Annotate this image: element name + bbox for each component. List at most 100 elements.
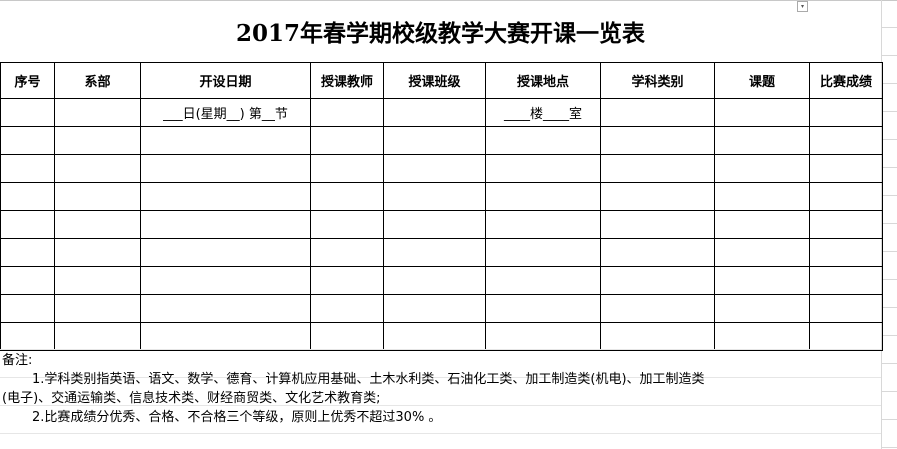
cell[interactable]	[0, 182, 55, 211]
cell[interactable]	[54, 126, 141, 155]
cell[interactable]	[600, 266, 715, 295]
cell[interactable]	[310, 154, 384, 183]
cell[interactable]	[383, 210, 486, 239]
cell[interactable]	[140, 294, 311, 323]
cell[interactable]	[54, 182, 141, 211]
cell[interactable]	[600, 154, 715, 183]
cell[interactable]	[54, 322, 141, 351]
cell[interactable]	[809, 210, 883, 239]
cell[interactable]	[54, 98, 141, 127]
cell[interactable]	[54, 210, 141, 239]
cell[interactable]	[485, 126, 601, 155]
cell[interactable]	[714, 126, 810, 155]
cell[interactable]	[485, 322, 601, 351]
cell[interactable]	[600, 294, 715, 323]
cell[interactable]	[310, 210, 384, 239]
cell[interactable]	[600, 238, 715, 267]
table-row	[0, 182, 883, 211]
cell[interactable]	[310, 294, 384, 323]
cell[interactable]	[600, 322, 715, 351]
header-cell[interactable]: 比赛成绩	[809, 62, 883, 99]
cell[interactable]	[485, 238, 601, 267]
cell[interactable]	[809, 98, 883, 127]
cell[interactable]	[140, 154, 311, 183]
cell[interactable]	[54, 266, 141, 295]
cell[interactable]	[383, 238, 486, 267]
cell[interactable]	[714, 266, 810, 295]
header-cell[interactable]: 授课教师	[310, 62, 384, 99]
cell[interactable]	[809, 126, 883, 155]
cell[interactable]	[0, 98, 55, 127]
cell[interactable]	[383, 154, 486, 183]
cell[interactable]	[140, 322, 311, 351]
header-cell[interactable]: 授课地点	[485, 62, 601, 99]
cell[interactable]	[140, 182, 311, 211]
cell[interactable]	[600, 182, 715, 211]
cell[interactable]	[809, 322, 883, 351]
cell[interactable]	[383, 98, 486, 127]
cell[interactable]	[485, 266, 601, 295]
cell[interactable]	[383, 322, 486, 351]
date-cell[interactable]: ___日(星期__) 第__节	[140, 98, 311, 127]
cell[interactable]	[383, 266, 486, 295]
cell[interactable]	[0, 210, 55, 239]
cell[interactable]	[0, 154, 55, 183]
cell[interactable]	[714, 182, 810, 211]
cell[interactable]	[714, 210, 810, 239]
header-row: 序号 系部 开设日期 授课教师 授课班级 授课地点 学科类别 课题 比赛成绩	[0, 62, 883, 99]
cell[interactable]	[485, 182, 601, 211]
cell[interactable]	[310, 182, 384, 211]
table-row	[0, 322, 883, 351]
cell[interactable]	[54, 294, 141, 323]
header-cell[interactable]: 系部	[54, 62, 141, 99]
header-cell[interactable]: 课题	[714, 62, 810, 99]
cell[interactable]	[485, 294, 601, 323]
cell[interactable]	[485, 210, 601, 239]
cell[interactable]	[714, 294, 810, 323]
cell[interactable]	[809, 238, 883, 267]
table-row	[0, 294, 883, 323]
cell[interactable]	[600, 210, 715, 239]
cell[interactable]	[600, 126, 715, 155]
cell[interactable]	[383, 294, 486, 323]
cell[interactable]	[809, 266, 883, 295]
cell[interactable]	[54, 154, 141, 183]
cell[interactable]	[809, 294, 883, 323]
cell[interactable]	[54, 238, 141, 267]
cell[interactable]	[0, 238, 55, 267]
cell[interactable]	[310, 98, 384, 127]
location-cell[interactable]: ____楼____室	[485, 98, 601, 127]
note-1-continued: (电子)、交通运输类、信息技术类、财经商贸类、文化艺术教育类;	[2, 391, 381, 406]
header-cell[interactable]: 开设日期	[140, 62, 311, 99]
cell[interactable]	[140, 238, 311, 267]
cell[interactable]	[714, 154, 810, 183]
cell[interactable]	[714, 322, 810, 351]
header-cell[interactable]: 序号	[0, 62, 55, 99]
cell[interactable]	[714, 98, 810, 127]
table-row	[0, 154, 883, 183]
cell[interactable]	[0, 294, 55, 323]
cell[interactable]	[0, 266, 55, 295]
cell[interactable]	[310, 238, 384, 267]
cell[interactable]	[0, 322, 55, 351]
cell[interactable]	[310, 266, 384, 295]
dropdown-arrow-icon[interactable]: ▾	[797, 1, 808, 12]
course-table: 序号 系部 开设日期 授课教师 授课班级 授课地点 学科类别 课题 比赛成绩 _…	[0, 62, 883, 351]
cell[interactable]	[310, 126, 384, 155]
cell[interactable]	[600, 98, 715, 127]
cell[interactable]	[485, 154, 601, 183]
cell[interactable]	[0, 126, 55, 155]
header-cell[interactable]: 授课班级	[383, 62, 486, 99]
cell[interactable]	[809, 154, 883, 183]
cell[interactable]	[383, 182, 486, 211]
cell[interactable]	[140, 126, 311, 155]
cell[interactable]	[140, 266, 311, 295]
cell[interactable]	[383, 126, 486, 155]
header-cell[interactable]: 学科类别	[600, 62, 715, 99]
cell[interactable]	[714, 238, 810, 267]
page-title: 2017年春学期校级教学大赛开课一览表	[235, 20, 645, 47]
table-row	[0, 126, 883, 155]
cell[interactable]	[140, 210, 311, 239]
cell[interactable]	[809, 182, 883, 211]
notes-label: 备注:	[2, 353, 33, 368]
